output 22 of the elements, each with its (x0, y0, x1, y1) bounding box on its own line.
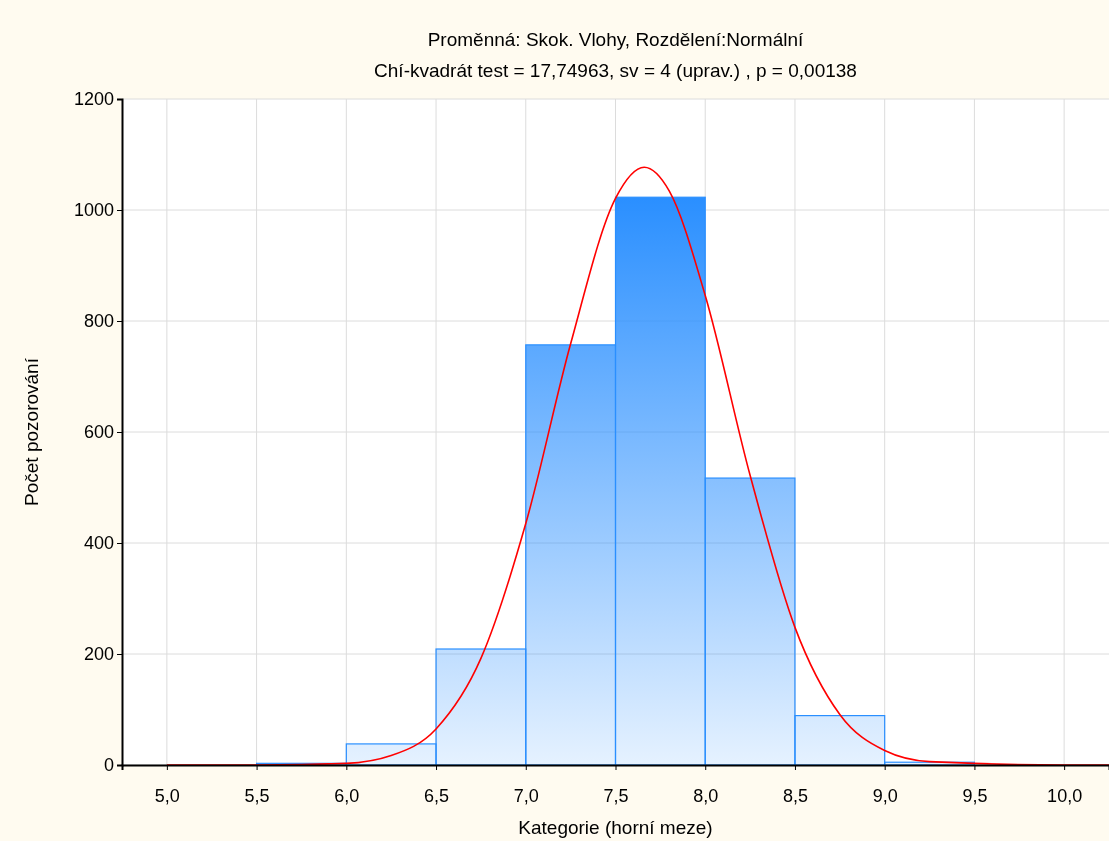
x-tick-label: 8,5 (782, 785, 808, 806)
x-tick-label: 6,0 (334, 785, 360, 806)
x-tick-label: 9,0 (872, 785, 898, 806)
y-tick-label: 200 (83, 644, 114, 665)
x-tick-label: 9,5 (962, 785, 988, 806)
x-tick-label: 8,0 (693, 785, 719, 806)
x-tick-label: 10,0 (1047, 785, 1083, 806)
y-tick-label: 1000 (73, 200, 114, 221)
y-tick-label: 0 (103, 755, 114, 776)
x-tick-label: 6,5 (424, 785, 450, 806)
chart-subtitle: Chí-kvadrát test = 17,74963, sv = 4 (uprav.) , p = 0,00138 (374, 60, 857, 81)
y-axis-title: Počet pozorování (21, 357, 42, 506)
x-axis-title: Kategorie (horní meze) (518, 817, 713, 838)
chart-title: Proměnná: Skok. Vlohy, Rozdělení:Normální (427, 29, 805, 50)
y-tick-label: 400 (83, 533, 114, 554)
y-tick-label: 800 (83, 311, 114, 332)
x-tick-label: 7,0 (513, 785, 539, 806)
x-tick-label: 5,5 (244, 785, 270, 806)
x-tick-label: 7,5 (603, 785, 629, 806)
y-tick-label: 1200 (73, 89, 114, 110)
y-tick-label: 600 (83, 422, 114, 443)
x-tick-label: 5,0 (154, 785, 180, 806)
